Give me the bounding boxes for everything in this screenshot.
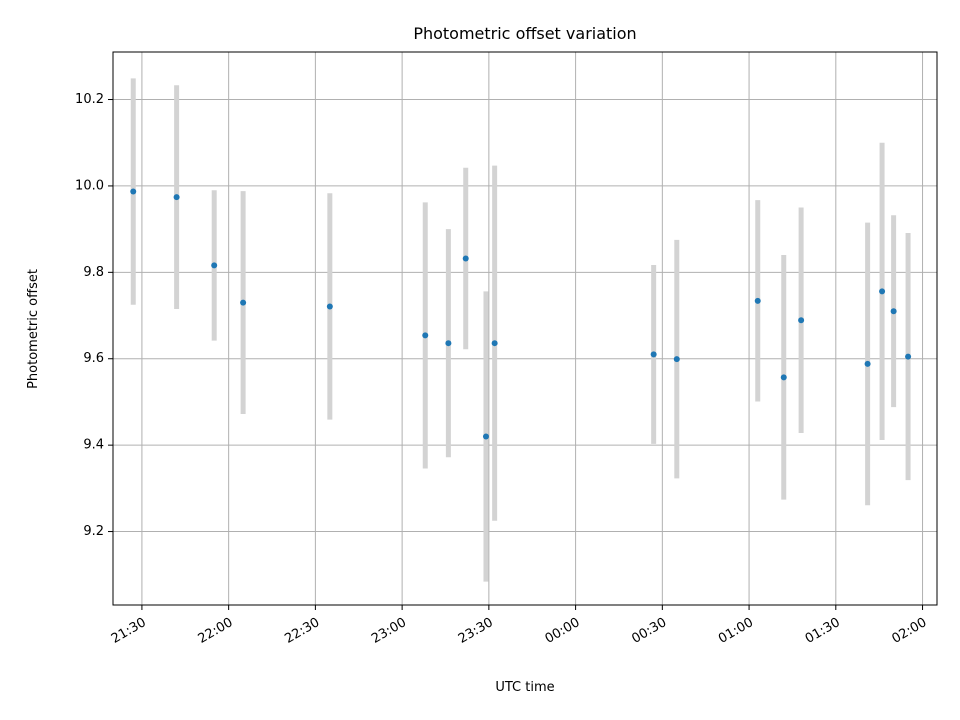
- data-point: [211, 262, 218, 269]
- plot-frame: [112, 51, 938, 606]
- chart-title: Photometric offset variation: [413, 24, 636, 43]
- data-point: [864, 360, 871, 367]
- y-tick-label: 9.8: [83, 265, 104, 280]
- y-tick-label: 9.4: [83, 438, 104, 453]
- data-point: [240, 299, 247, 306]
- data-point: [445, 340, 452, 347]
- data-point: [130, 188, 137, 195]
- y-tick-label: 9.2: [83, 524, 104, 539]
- data-point: [673, 356, 680, 363]
- y-axis-label: Photometric offset: [26, 269, 41, 389]
- data-point: [462, 255, 469, 262]
- y-tick-label: 10.2: [75, 92, 104, 107]
- data-point: [650, 351, 657, 358]
- data-point: [326, 303, 333, 310]
- data-point: [798, 317, 805, 324]
- data-point: [173, 194, 180, 201]
- data-points: [130, 188, 912, 440]
- data-point: [491, 340, 498, 347]
- data-point: [780, 374, 787, 381]
- y-tick-label: 10.0: [75, 178, 104, 193]
- x-axis-label: UTC time: [495, 680, 554, 695]
- data-point: [754, 297, 761, 304]
- data-point: [482, 433, 489, 440]
- data-point: [905, 353, 912, 360]
- data-point: [879, 288, 886, 295]
- y-tick-label: 9.6: [83, 351, 104, 366]
- data-point: [422, 332, 429, 339]
- data-point: [890, 308, 897, 315]
